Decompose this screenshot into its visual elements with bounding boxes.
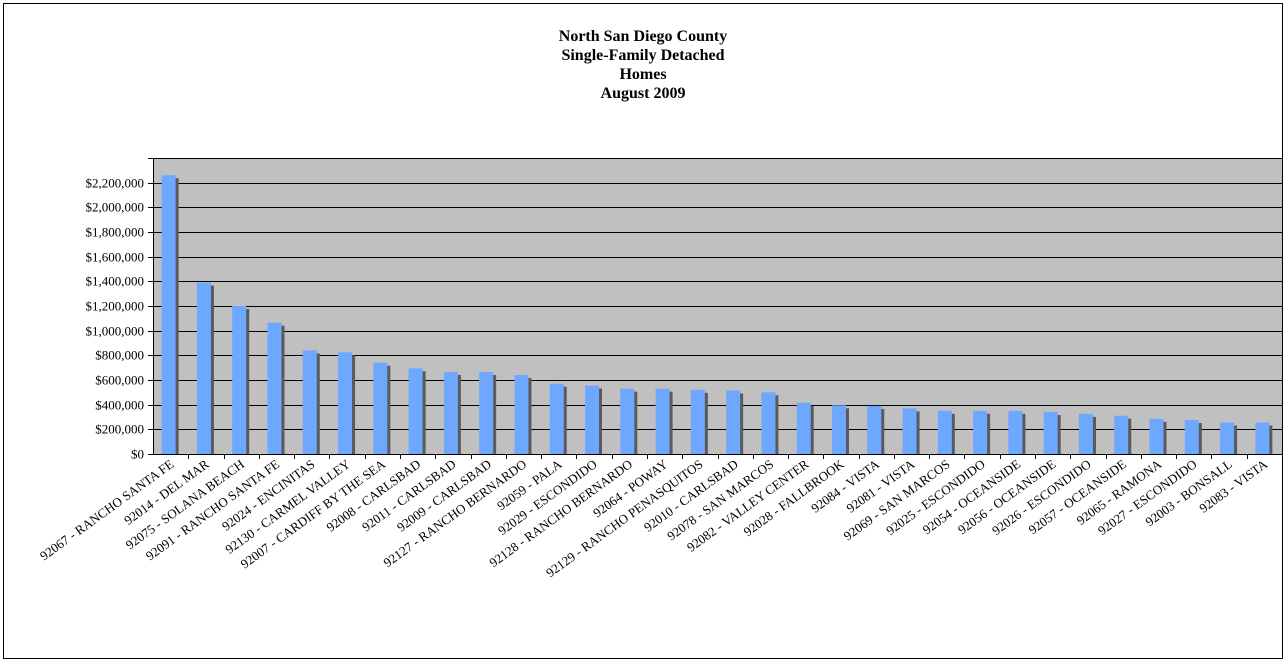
y-tick-label: $1,600,000 — [86, 250, 145, 265]
bar — [373, 363, 387, 454]
bar — [1220, 423, 1234, 454]
bar — [550, 384, 564, 454]
bar — [1185, 420, 1199, 454]
bar — [338, 352, 352, 454]
bar — [867, 406, 881, 454]
bar — [1114, 416, 1128, 454]
bar — [1079, 414, 1093, 454]
y-tick-label: $200,000 — [95, 422, 144, 437]
bar — [761, 392, 775, 454]
y-tick-label: $2,000,000 — [86, 200, 145, 215]
bar — [726, 390, 740, 454]
bar — [1255, 423, 1269, 454]
bar — [267, 323, 281, 454]
bar — [903, 408, 917, 454]
bar — [585, 386, 599, 454]
bar — [409, 368, 423, 454]
bar — [1008, 411, 1022, 454]
y-tick-label: $1,800,000 — [86, 225, 145, 240]
y-tick-label: $800,000 — [95, 348, 144, 363]
bar — [232, 306, 246, 454]
y-tick-label: $600,000 — [95, 373, 144, 388]
bar — [797, 403, 811, 454]
y-tick-label: $0 — [131, 447, 144, 462]
chart-frame: North San Diego County Single-Family Det… — [3, 3, 1283, 659]
y-tick-label: $1,400,000 — [86, 274, 145, 289]
bar — [479, 372, 493, 454]
y-tick-label: $1,200,000 — [86, 299, 145, 314]
bar — [303, 350, 317, 454]
bar — [973, 411, 987, 454]
bar-chart: $0 $200,000 $400,000 $600,000 $800,000 $1,000… — [4, 4, 1282, 658]
bar — [1044, 412, 1058, 454]
bar — [197, 283, 211, 454]
bar — [162, 175, 176, 454]
bar — [1150, 419, 1164, 454]
bar — [938, 411, 952, 454]
y-tick-label: $400,000 — [95, 398, 144, 413]
y-tick-label: $2,200,000 — [86, 176, 145, 191]
bar — [832, 405, 846, 454]
bar — [691, 390, 705, 454]
y-tick-label: $1,000,000 — [86, 324, 145, 339]
bar — [656, 389, 670, 454]
bar — [444, 372, 458, 454]
bar — [620, 389, 634, 454]
bar — [514, 375, 528, 454]
